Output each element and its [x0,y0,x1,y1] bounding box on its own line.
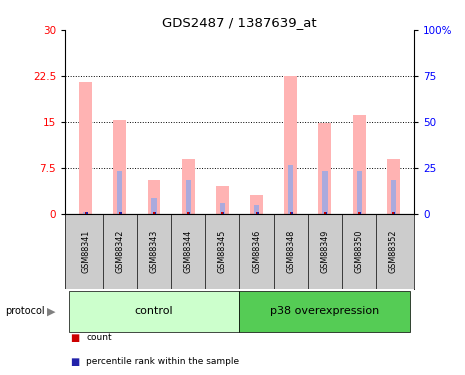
Text: GSM88344: GSM88344 [184,230,193,273]
Text: ▶: ▶ [47,306,55,316]
Text: GSM88350: GSM88350 [355,230,364,273]
Bar [220,203,225,214]
Bar [360,212,361,214]
Text: GSM88352: GSM88352 [389,230,398,273]
Bar [147,180,160,214]
Bar [288,165,293,214]
Bar [322,171,327,214]
Bar [83,212,88,214]
Bar [113,120,126,214]
Bar [85,212,86,214]
Bar [79,82,92,214]
Text: count: count [86,333,112,342]
Bar [257,212,259,214]
Bar [392,212,394,214]
Bar [352,114,365,214]
Bar [250,195,263,214]
Bar [186,180,191,214]
Bar [256,212,258,214]
Bar [120,212,122,214]
Bar [223,212,225,214]
Bar [391,180,396,214]
Bar [152,198,157,214]
Bar [387,159,400,214]
Bar [153,212,155,214]
Bar [221,212,223,214]
Text: GSM88346: GSM88346 [252,230,261,273]
Text: percentile rank within the sample: percentile rank within the sample [86,357,239,366]
Bar [155,212,156,214]
Bar [290,212,292,214]
Text: GSM88345: GSM88345 [218,230,227,273]
Bar [68,291,239,332]
Bar [326,212,327,214]
Bar [292,212,293,214]
Bar [319,123,332,214]
Text: GSM88348: GSM88348 [286,230,295,273]
Text: control: control [135,306,173,316]
Bar [358,212,360,214]
Bar [86,212,88,214]
Bar [357,171,362,214]
Bar [119,212,121,214]
Text: GSM88343: GSM88343 [149,230,159,273]
Bar [284,76,297,214]
Bar [394,212,395,214]
Text: protocol: protocol [5,306,44,316]
Text: GSM88342: GSM88342 [115,230,124,273]
Bar [324,212,326,214]
Text: GSM88341: GSM88341 [81,230,90,273]
Bar [239,291,411,332]
Bar [254,205,259,214]
Text: p38 overexpression: p38 overexpression [270,306,379,316]
Bar [216,186,229,214]
Text: GSM88349: GSM88349 [320,230,330,273]
Bar [117,171,122,214]
Bar [189,212,190,214]
Bar [182,159,195,214]
Title: GDS2487 / 1387639_at: GDS2487 / 1387639_at [162,16,317,29]
Text: ■: ■ [70,357,79,367]
Text: ■: ■ [70,333,79,342]
Bar [187,212,189,214]
